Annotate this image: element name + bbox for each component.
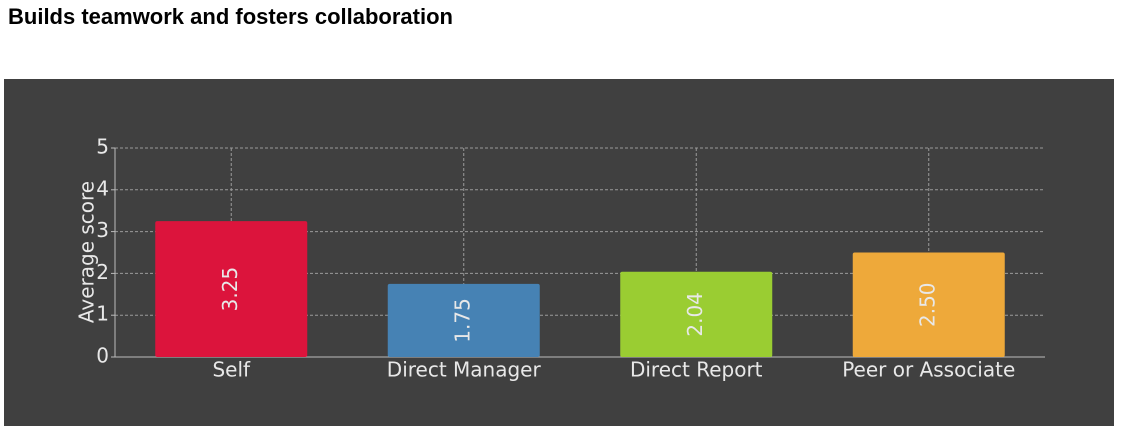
value-label: 1.75 bbox=[450, 298, 474, 343]
x-tick-label: Direct Manager bbox=[387, 358, 542, 382]
bar bbox=[852, 252, 1005, 357]
y-tick-label: 1 bbox=[96, 302, 109, 326]
y-tick-label: 3 bbox=[96, 218, 109, 242]
y-tick-label: 0 bbox=[96, 344, 109, 368]
x-tick-label: Direct Report bbox=[630, 358, 763, 382]
value-label: 2.50 bbox=[915, 282, 939, 327]
chart: Average score 0 1 2 3 4 5 3.25 Self 1.75 Direct M… bbox=[4, 79, 1114, 426]
chart-title: Builds teamwork and fosters collaboratio… bbox=[8, 4, 453, 29]
value-label: 2.04 bbox=[683, 292, 707, 337]
y-tick-label: 4 bbox=[96, 176, 109, 200]
bar bbox=[155, 221, 308, 357]
value-label: 3.25 bbox=[218, 267, 242, 312]
y-tick-label: 2 bbox=[96, 260, 109, 284]
y-tick-label: 5 bbox=[96, 135, 109, 159]
x-tick-label: Peer or Associate bbox=[842, 358, 1015, 382]
bar bbox=[387, 283, 540, 357]
y-axis-label: Average score bbox=[75, 181, 99, 323]
x-tick-label: Self bbox=[212, 358, 251, 382]
bar bbox=[620, 271, 773, 357]
